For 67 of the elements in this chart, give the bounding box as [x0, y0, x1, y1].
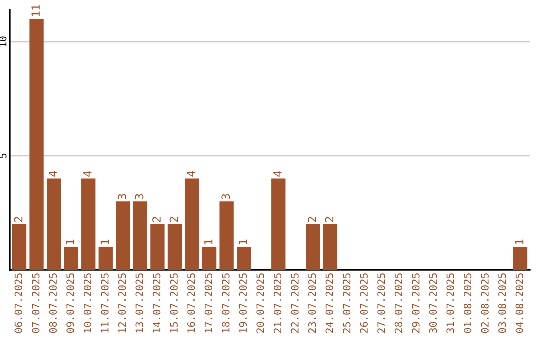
x-tick-label: 20.07.2025 — [256, 274, 264, 334]
data-label: 11 — [32, 5, 40, 16]
x-tick-label: 25.07.2025 — [343, 274, 351, 334]
x-tick-label: 12.07.2025 — [118, 274, 126, 333]
data-label: 1 — [204, 240, 213, 244]
x-tick-label: 24.07.2025 — [326, 274, 334, 334]
bar — [220, 202, 234, 270]
x-tick-label: 09.07.2025 — [66, 274, 74, 334]
bar — [12, 224, 27, 270]
data-label: 1 — [100, 240, 109, 244]
x-tick-label: 06.07.2025 — [14, 274, 22, 334]
x-tick-label: 18.07.2025 — [222, 274, 230, 333]
bar — [116, 202, 130, 270]
x-tick-label: 27.07.2025 — [378, 274, 386, 334]
bar — [168, 224, 182, 270]
data-label: 4 — [187, 171, 196, 177]
bar — [30, 19, 44, 270]
x-tick-label: 16.07.2025 — [188, 274, 196, 333]
bar — [46, 178, 62, 270]
bar — [133, 202, 148, 270]
data-label: 2 — [170, 217, 178, 222]
data-label: 1 — [66, 240, 74, 244]
bar — [513, 247, 528, 270]
data-label: 2 — [308, 217, 316, 222]
x-tick-label: 07.07.2025 — [32, 274, 40, 334]
x-tick-label: 28.07.2025 — [394, 274, 403, 334]
data-label: 1 — [515, 240, 524, 244]
x-tick-label: 30.07.2025 — [429, 274, 438, 334]
bar — [98, 247, 113, 270]
x-tick-label: 15.07.2025 — [170, 274, 178, 333]
x-tick-label: 03.08.2025 — [498, 274, 506, 334]
x-tick-label: 04.08.2025 — [516, 274, 524, 334]
x-tick-label: 17.07.2025 — [204, 274, 213, 333]
x-tick-label: 10.07.2025 — [84, 274, 92, 333]
x-tick-label: 19.07.2025 — [239, 274, 248, 333]
data-label: 1 — [239, 240, 248, 244]
x-tick-label: 14.07.2025 — [153, 274, 161, 333]
x-tick-label: 31.07.2025 — [446, 274, 454, 334]
x-tick-label: 13.07.2025 — [136, 274, 144, 333]
bar — [306, 224, 320, 270]
x-tick-label: 22.07.2025 — [291, 274, 299, 334]
x-tick-label: 08.07.2025 — [49, 274, 58, 334]
data-label: 2 — [14, 217, 23, 222]
x-tick-label: 02.08.2025 — [481, 274, 489, 334]
bar — [82, 178, 96, 270]
data-label: 3 — [222, 194, 230, 200]
data-label: 3 — [135, 194, 144, 200]
x-tick-label: 23.07.2025 — [308, 274, 316, 334]
bar — [202, 247, 217, 270]
bar — [323, 224, 338, 270]
x-tick-label: 26.07.2025 — [360, 274, 368, 334]
x-tick-label: 21.07.2025 — [274, 274, 282, 334]
bar — [185, 178, 200, 270]
y-tick-label: 5 — [0, 154, 7, 158]
bar — [272, 178, 286, 270]
data-label: 2 — [152, 217, 161, 222]
x-tick-label: 29.07.2025 — [412, 274, 420, 334]
x-tick-label: 11.07.2025 — [101, 274, 109, 333]
data-label: 4 — [49, 171, 58, 177]
x-tick-label: 01.08.2025 — [464, 274, 472, 334]
bar — [150, 224, 165, 270]
bar — [237, 247, 252, 270]
data-label: 3 — [118, 194, 126, 200]
data-label: 4 — [274, 171, 282, 177]
data-label: 4 — [84, 171, 92, 177]
data-label: 2 — [325, 217, 334, 222]
bar — [64, 247, 78, 270]
